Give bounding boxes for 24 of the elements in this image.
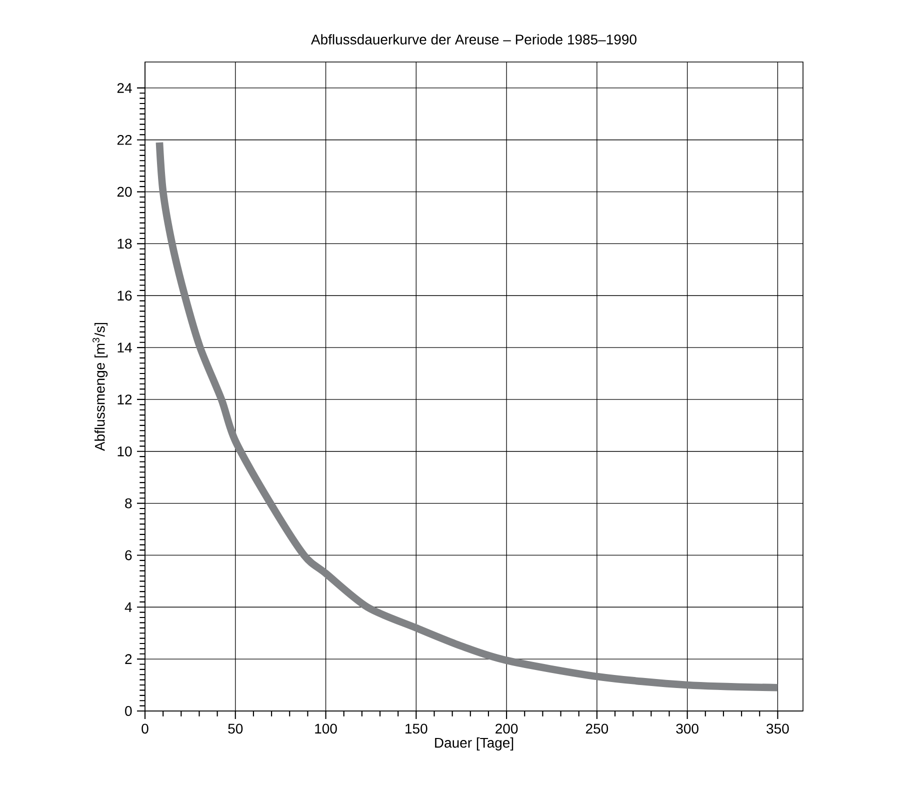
y-tick-label: 14 xyxy=(118,342,132,352)
x-axis-title: Dauer [Tage] xyxy=(435,737,514,750)
y-tick-label: 12 xyxy=(118,394,132,404)
y-tick-label: 0 xyxy=(125,706,132,716)
y-tick-label: 6 xyxy=(125,550,132,560)
x-tick-label: 300 xyxy=(676,724,698,734)
y-tick-label: 18 xyxy=(118,238,132,249)
x-tick-label: 200 xyxy=(496,724,518,734)
x-tick-label: 0 xyxy=(142,724,148,734)
y-tick-label: 2 xyxy=(125,654,132,664)
x-tick-label: 50 xyxy=(228,724,243,734)
y-axis-title: Abflussmenge [m$^{3}$/s] xyxy=(92,322,108,451)
x-tick-label: 350 xyxy=(766,724,789,734)
y-tick-label: 16 xyxy=(118,290,132,301)
y-tick-label: 4 xyxy=(124,602,132,612)
y-tick-label: 8 xyxy=(125,498,132,508)
x-tick-label: 250 xyxy=(586,724,608,734)
y-tick-label: 10 xyxy=(118,446,132,456)
y-tick-label: 20 xyxy=(117,186,132,197)
x-tick-label: 100 xyxy=(315,724,337,734)
y-tick-label: 22 xyxy=(117,134,132,145)
chart-title: Abflussdauerkurve der Areuse – Periode 1985–1990 xyxy=(310,34,636,44)
x-tick-label: 150 xyxy=(406,724,428,734)
y-tick-label: 24 xyxy=(117,83,132,93)
